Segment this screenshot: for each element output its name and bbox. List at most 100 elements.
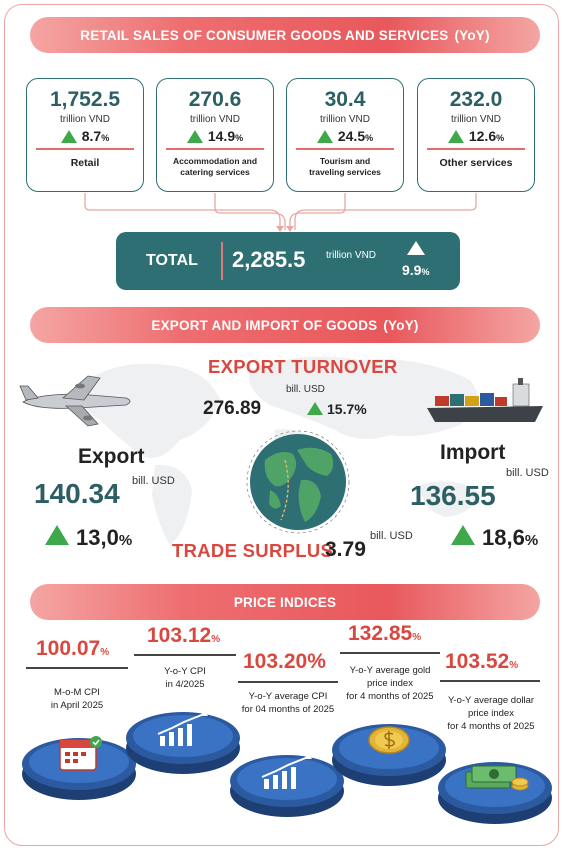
export-growth-unit: % <box>118 532 133 549</box>
cpi-avg-unit: % <box>307 650 326 673</box>
label-line: price index <box>367 678 413 689</box>
export-turnover-unit: bill. USD <box>286 384 325 395</box>
up-arrow-icon <box>186 129 203 143</box>
card-unit: trillion VND <box>189 114 240 125</box>
total-growth: 9.9% <box>402 262 429 278</box>
card-growth-value: 12.6 <box>468 128 497 144</box>
card-label: Tourism and traveling services <box>309 155 381 177</box>
card-growth-value: 24.5 <box>337 128 366 144</box>
dollar-index-value: 103.52% <box>445 650 518 674</box>
export-label: Export <box>78 445 145 468</box>
cpi-mom-number: 100.07 <box>36 637 101 660</box>
label-line: for 04 months of 2025 <box>241 704 335 715</box>
card-connector-lines <box>84 193 477 232</box>
trade-surplus-label: TRADE SURPLUS <box>172 540 334 561</box>
dollar-index-number: 103.52 <box>445 650 510 673</box>
card-label: Retail <box>70 156 100 169</box>
card-growth-unit: % <box>235 133 244 143</box>
card-growth-value: 14.9 <box>207 128 236 144</box>
export-growth: 13,0% <box>76 525 132 551</box>
label-line: for 4 months of 2025 <box>447 721 535 732</box>
cpi-mom-label: M-o-M CPI in April 2025 <box>26 686 128 712</box>
gold-index-value: 132.85% <box>348 622 421 646</box>
up-arrow-icon <box>45 525 69 545</box>
total-separator <box>221 242 223 280</box>
accommodation-card: 270.6 trillion VND 14.9% Accommodation a… <box>156 78 274 192</box>
cpi-yoy-label: Y-o-Y CPI in 4/2025 <box>134 665 236 691</box>
trade-banner-tag: (YoY) <box>383 317 419 333</box>
card-growth-value: 8.7 <box>81 128 102 144</box>
divider <box>238 681 338 683</box>
card-unit: trillion VND <box>59 114 110 125</box>
import-unit: bill. USD <box>506 467 549 479</box>
up-arrow-icon <box>316 129 333 143</box>
chart-disc-icon <box>126 710 240 774</box>
cpi-avg-label: Y-o-Y average CPI for 04 months of 2025 <box>232 690 344 716</box>
gold-index-number: 132.85 <box>348 622 413 645</box>
divider <box>340 652 440 654</box>
total-value: 2,285.5 <box>232 247 306 272</box>
label-line: Y-o-Y average gold <box>349 665 431 676</box>
card-label: Other services <box>439 156 513 169</box>
retail-banner: RETAIL SALES OF CONSUMER GOODS AND SERVI… <box>30 17 540 53</box>
import-label: Import <box>440 441 506 464</box>
export-unit: bill. USD <box>132 475 175 487</box>
divider <box>26 667 128 669</box>
label-line: in April 2025 <box>50 700 104 711</box>
card-value: 270.6 <box>188 88 242 111</box>
import-value: 136.55 <box>410 480 496 511</box>
up-arrow-icon <box>407 241 425 255</box>
divider <box>166 148 264 150</box>
label-line: in 4/2025 <box>165 679 205 690</box>
up-arrow-icon <box>60 129 77 143</box>
gold-index-unit: % <box>412 632 422 643</box>
cpi-avg-value: 103.20% <box>243 650 326 674</box>
export-turnover-value: 276.89 <box>203 398 262 419</box>
other-services-card: 232.0 trillion VND 12.6% Other services <box>417 78 535 192</box>
cpi-mom-value: 100.07% <box>36 637 109 661</box>
label-line: price index <box>468 708 514 719</box>
export-value: 140.34 <box>34 478 120 509</box>
up-arrow-icon <box>307 402 323 415</box>
total-growth-value: 9.9 <box>402 262 422 278</box>
card-growth-unit: % <box>365 133 374 143</box>
tourism-card: 30.4 trillion VND 24.5% Tourism and trav… <box>286 78 404 192</box>
card-label: Accommodation and catering services <box>172 155 258 177</box>
price-banner-title: PRICE INDICES <box>233 594 337 610</box>
divider <box>36 148 134 150</box>
cpi-mom-unit: % <box>100 647 110 658</box>
card-growth: 12.6% <box>418 128 534 144</box>
trade-surplus-value: 3.79 <box>325 538 366 561</box>
card-growth: 8.7% <box>27 128 143 144</box>
up-arrow-icon <box>447 129 464 143</box>
gold-index-label: Y-o-Y average gold price index for 4 month… <box>336 664 444 703</box>
label-line: for 4 months of 2025 <box>346 691 434 702</box>
chart-disc-icon <box>230 753 344 817</box>
dollar-index-unit: % <box>509 660 519 671</box>
total-unit: trillion VND <box>326 250 377 261</box>
card-unit: trillion VND <box>319 114 370 125</box>
divider <box>440 680 540 682</box>
price-banner: PRICE INDICES <box>30 584 540 620</box>
cargo-plane-icon <box>19 375 131 427</box>
up-arrow-icon <box>451 525 475 545</box>
trade-banner-title: EXPORT AND IMPORT OF GOODS <box>151 317 378 333</box>
card-growth-unit: % <box>496 133 505 143</box>
cpi-yoy-number: 103.12 <box>147 624 212 647</box>
total-label: TOTAL <box>146 252 198 269</box>
cpi-yoy-unit: % <box>211 634 221 645</box>
label-line: Y-o-Y average dollar <box>447 695 535 706</box>
dollar-index-label: Y-o-Y average dollar price index for 4 mon… <box>436 694 546 733</box>
cargo-ship-icon <box>427 378 543 422</box>
label-line: Y-o-Y average CPI <box>248 691 328 702</box>
divider <box>134 654 236 656</box>
calendar-disc-icon <box>22 736 136 800</box>
trade-surplus-unit: bill. USD <box>370 530 413 542</box>
import-growth: 18,6% <box>482 525 538 551</box>
export-turnover-title: EXPORT TURNOVER <box>208 356 398 377</box>
gold-coin-disc-icon <box>332 724 446 786</box>
label-line: Y-o-Y CPI <box>164 666 206 677</box>
money-disc-icon <box>438 762 552 824</box>
cpi-avg-number: 103.20 <box>243 650 308 673</box>
total-growth-unit: % <box>421 267 430 277</box>
